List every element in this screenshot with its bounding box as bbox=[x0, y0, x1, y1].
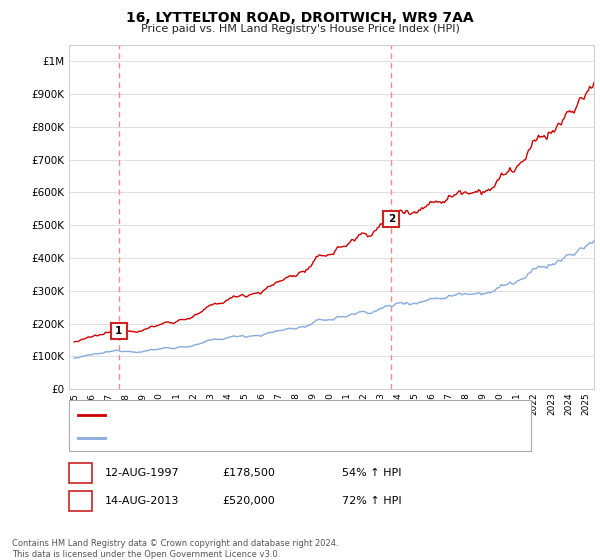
Text: 1: 1 bbox=[77, 468, 84, 478]
Text: 72% ↑ HPI: 72% ↑ HPI bbox=[342, 496, 401, 506]
Text: Price paid vs. HM Land Registry's House Price Index (HPI): Price paid vs. HM Land Registry's House … bbox=[140, 24, 460, 34]
Text: Contains HM Land Registry data © Crown copyright and database right 2024.
This d: Contains HM Land Registry data © Crown c… bbox=[12, 539, 338, 559]
Text: £178,500: £178,500 bbox=[222, 468, 275, 478]
Text: 16, LYTTELTON ROAD, DROITWICH, WR9 7AA: 16, LYTTELTON ROAD, DROITWICH, WR9 7AA bbox=[126, 11, 474, 25]
Text: 12-AUG-1997: 12-AUG-1997 bbox=[105, 468, 179, 478]
Text: 14-AUG-2013: 14-AUG-2013 bbox=[105, 496, 179, 506]
Text: 54% ↑ HPI: 54% ↑ HPI bbox=[342, 468, 401, 478]
Text: HPI: Average price, detached house, Wychavon: HPI: Average price, detached house, Wych… bbox=[112, 433, 359, 443]
Text: 1: 1 bbox=[115, 326, 122, 335]
Text: 2: 2 bbox=[77, 496, 84, 506]
Text: £520,000: £520,000 bbox=[222, 496, 275, 506]
Text: 16, LYTTELTON ROAD, DROITWICH, WR9 7AA (detached house): 16, LYTTELTON ROAD, DROITWICH, WR9 7AA (… bbox=[112, 409, 439, 419]
Text: 2: 2 bbox=[388, 214, 395, 223]
